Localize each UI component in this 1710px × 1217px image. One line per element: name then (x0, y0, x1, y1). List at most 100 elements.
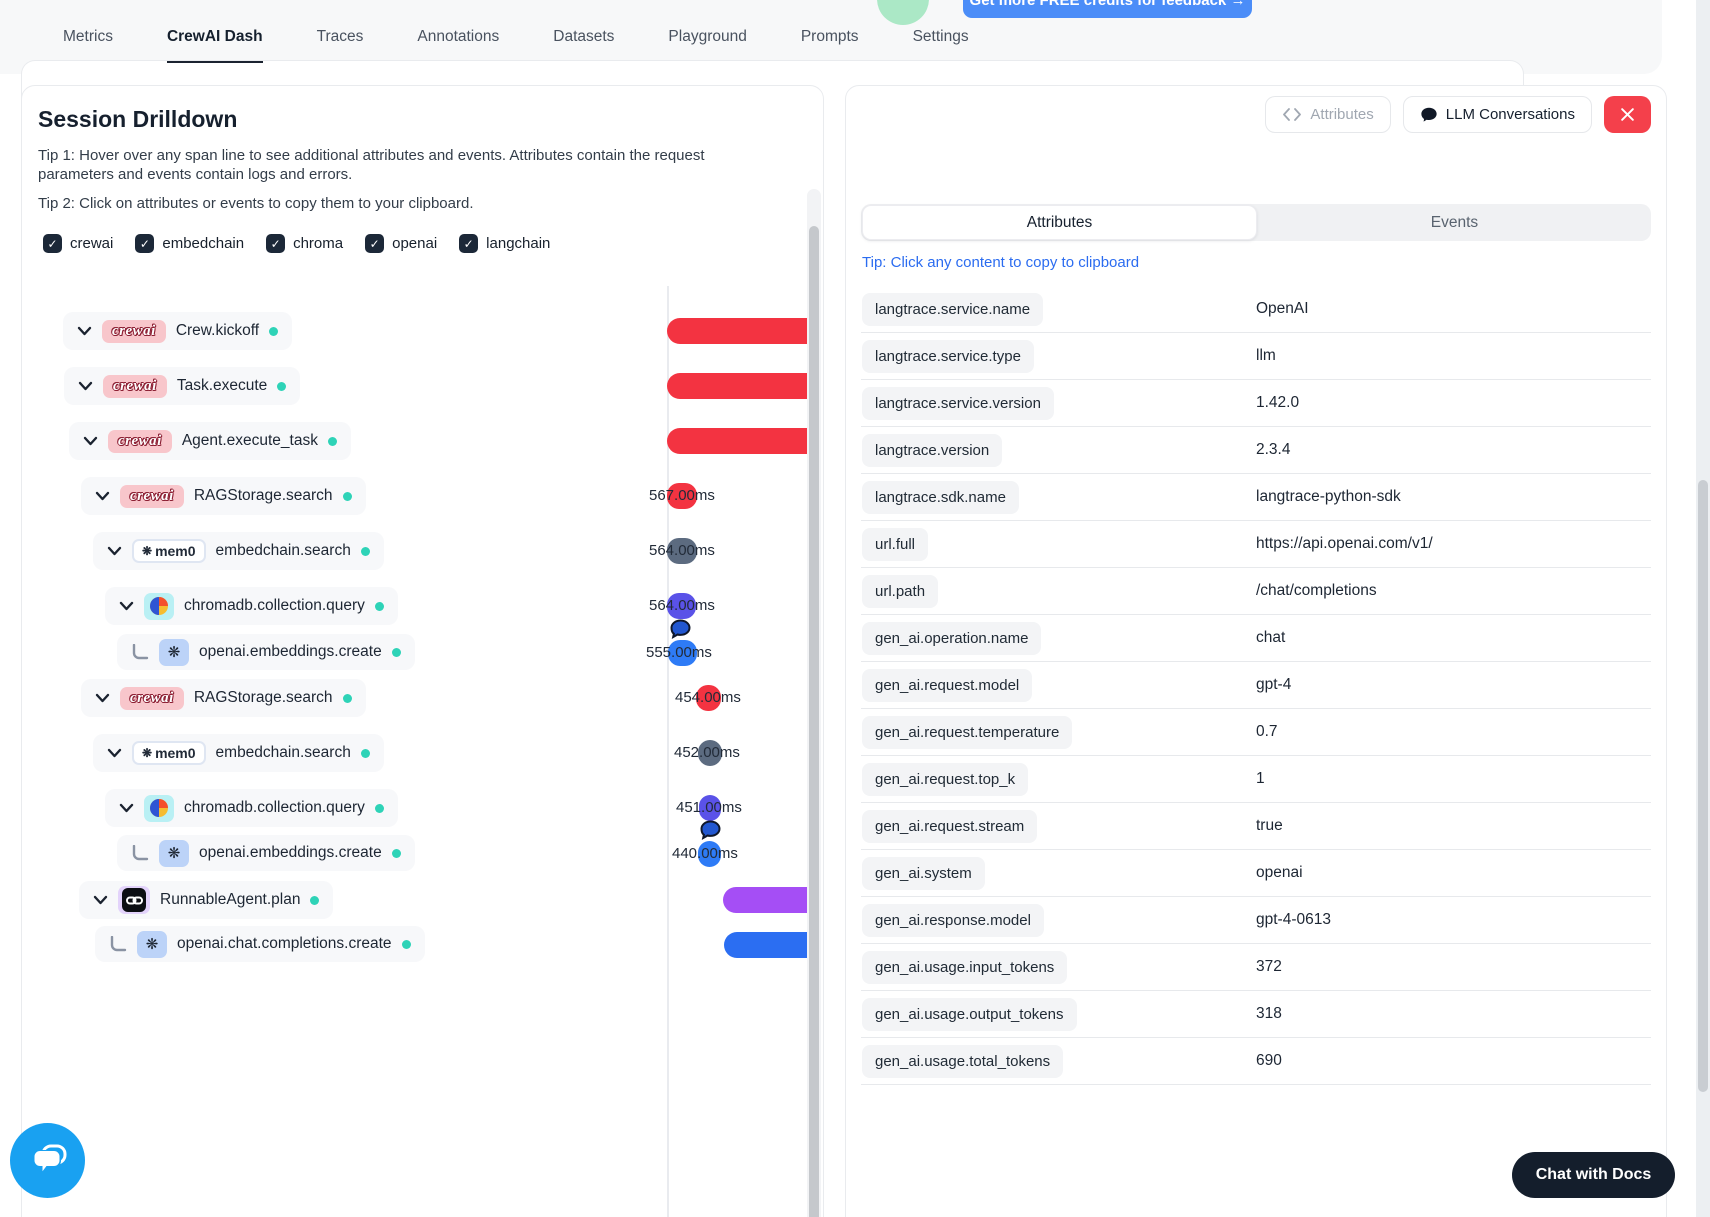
span-row-openai-embeddings-create[interactable]: ❋ openai.embeddings.create (117, 835, 415, 871)
llm-conversations-button[interactable]: LLM Conversations (1402, 96, 1592, 133)
duration-bar-task-execute[interactable] (667, 373, 813, 399)
tab-attributes[interactable]: Attributes (862, 205, 1257, 240)
span-row-agent-execute-task[interactable]: crewai Agent.execute_task (69, 422, 351, 460)
attribute-value[interactable]: 1 (1256, 770, 1265, 787)
attribute-value[interactable]: https://api.openai.com/v1/ (1256, 535, 1433, 552)
attribute-key[interactable]: langtrace.version (862, 433, 1003, 467)
browser-scrollbar-thumb[interactable] (1698, 480, 1708, 1092)
attribute-key[interactable]: gen_ai.usage.output_tokens (862, 997, 1077, 1031)
chevron-down-icon[interactable] (83, 436, 98, 446)
attribute-value[interactable]: true (1256, 817, 1283, 834)
chevron-down-icon[interactable] (107, 748, 122, 758)
duration-bar-openai-chat-completions-create[interactable] (724, 932, 813, 958)
nav-tab-settings[interactable]: Settings (912, 28, 969, 45)
nav-tab-crewai-dash[interactable]: CrewAI Dash (166, 28, 263, 63)
span-row-task-execute[interactable]: crewai Task.execute (64, 367, 301, 405)
attribute-row-langtrace-service-name[interactable]: langtrace.service.name OpenAI (861, 286, 1651, 333)
attribute-value[interactable]: openai (1256, 864, 1303, 881)
span-row-runnableagent-plan[interactable]: RunnableAgent.plan (79, 881, 334, 919)
nav-tab-prompts[interactable]: Prompts (800, 28, 859, 45)
chevron-down-icon[interactable] (95, 693, 110, 703)
attribute-row-url-path[interactable]: url.path/chat/completions (861, 568, 1651, 615)
attribute-key[interactable]: gen_ai.request.stream (862, 809, 1038, 843)
attribute-key[interactable]: langtrace.service.name (862, 292, 1044, 326)
attribute-value[interactable]: 0.7 (1256, 723, 1278, 740)
attribute-key[interactable]: gen_ai.request.temperature (862, 715, 1073, 749)
attribute-value[interactable]: OpenAI (1256, 300, 1309, 317)
attribute-key[interactable]: url.full (862, 527, 929, 561)
attributes-toolbar-button[interactable]: Attributes (1265, 96, 1391, 133)
nav-tab-metrics[interactable]: Metrics (63, 28, 113, 45)
duration-bar-openai-embeddings-create[interactable] (698, 841, 721, 867)
duration-bar-ragstorage-search[interactable] (667, 483, 697, 509)
attribute-value[interactable]: 690 (1256, 1052, 1282, 1069)
nav-tab-datasets[interactable]: Datasets (553, 28, 615, 45)
duration-bar-chromadb-collection-query[interactable] (699, 795, 721, 821)
duration-bar-runnableagent-plan[interactable] (723, 887, 813, 913)
attribute-value[interactable]: 1.42.0 (1256, 394, 1300, 411)
close-button[interactable] (1604, 96, 1651, 133)
attribute-key[interactable]: gen_ai.request.top_k (862, 762, 1029, 796)
attribute-row-langtrace-service-type[interactable]: langtrace.service.type llm (861, 333, 1651, 380)
filter-checkbox-openai[interactable]: ✓ openai (365, 234, 437, 253)
chevron-down-icon[interactable] (119, 601, 134, 611)
span-row-ragstorage-search[interactable]: crewai RAGStorage.search (81, 477, 366, 515)
attribute-row-gen-ai-usage-output-tokens[interactable]: gen_ai.usage.output_tokens 318 (861, 991, 1651, 1038)
filter-checkbox-crewai[interactable]: ✓ crewai (43, 234, 113, 253)
span-row-crew-kickoff[interactable]: crewai Crew.kickoff (63, 312, 293, 350)
chevron-down-icon[interactable] (78, 381, 93, 391)
attribute-row-gen-ai-usage-input-tokens[interactable]: gen_ai.usage.input_tokens 372 (861, 944, 1651, 991)
tab-events[interactable]: Events (1430, 213, 1479, 231)
span-row-openai-chat-completions-create[interactable]: ❋ openai.chat.completions.create (95, 926, 425, 962)
duration-bar-embedchain-search[interactable] (698, 740, 722, 766)
chevron-down-icon[interactable] (77, 326, 92, 336)
duration-bar-chromadb-collection-query[interactable] (667, 593, 696, 619)
filter-checkbox-chroma[interactable]: ✓ chroma (266, 234, 343, 253)
attribute-value[interactable]: chat (1256, 629, 1286, 646)
attribute-row-gen-ai-request-top-k[interactable]: gen_ai.request.top_k 1 (861, 756, 1651, 803)
attribute-row-gen-ai-operation-name[interactable]: gen_ai.operation.name chat (861, 615, 1651, 662)
duration-bar-openai-embeddings-create[interactable] (668, 640, 697, 666)
nav-tab-annotations[interactable]: Annotations (417, 28, 500, 45)
attribute-key[interactable]: langtrace.sdk.name (862, 480, 1019, 514)
filter-checkbox-langchain[interactable]: ✓ langchain (459, 234, 550, 253)
attribute-value[interactable]: gpt-4-0613 (1256, 911, 1331, 928)
span-row-ragstorage-search[interactable]: crewai RAGStorage.search (81, 679, 366, 717)
nav-tab-traces[interactable]: Traces (316, 28, 364, 45)
attribute-value[interactable]: 372 (1256, 958, 1282, 975)
chevron-down-icon[interactable] (107, 546, 122, 556)
attribute-row-langtrace-version[interactable]: langtrace.version 2.3.4 (861, 427, 1651, 474)
attribute-row-gen-ai-response-model[interactable]: gen_ai.response.model gpt-4-0613 (861, 897, 1651, 944)
attribute-key[interactable]: langtrace.service.type (862, 339, 1034, 373)
attribute-key[interactable]: url.path (862, 574, 939, 608)
duration-bar-agent-execute-task[interactable] (667, 428, 813, 454)
chat-with-docs-button[interactable]: Chat with Docs (1512, 1152, 1675, 1198)
attribute-key[interactable]: gen_ai.response.model (862, 903, 1044, 937)
attribute-key[interactable]: langtrace.service.version (862, 386, 1054, 420)
attribute-key[interactable]: gen_ai.request.model (862, 668, 1033, 702)
attribute-key[interactable]: gen_ai.operation.name (862, 621, 1042, 655)
attribute-row-gen-ai-request-stream[interactable]: gen_ai.request.stream true (861, 803, 1651, 850)
span-row-chromadb-collection-query[interactable]: chromadb.collection.query (105, 587, 398, 625)
attribute-row-gen-ai-request-model[interactable]: gen_ai.request.model gpt-4 (861, 662, 1651, 709)
attribute-row-gen-ai-system[interactable]: gen_ai.system openai (861, 850, 1651, 897)
duration-bar-embedchain-search[interactable] (667, 538, 697, 564)
attribute-key[interactable]: gen_ai.system (862, 856, 985, 890)
attribute-key[interactable]: gen_ai.usage.total_tokens (862, 1044, 1064, 1078)
span-row-chromadb-collection-query[interactable]: chromadb.collection.query (105, 789, 398, 827)
attribute-row-gen-ai-usage-total-tokens[interactable]: gen_ai.usage.total_tokens 690 (861, 1038, 1651, 1085)
duration-bar-ragstorage-search[interactable] (696, 685, 721, 711)
attribute-value[interactable]: langtrace-python-sdk (1256, 488, 1401, 505)
attribute-row-langtrace-sdk-name[interactable]: langtrace.sdk.name langtrace-python-sdk (861, 474, 1651, 521)
attribute-key[interactable]: gen_ai.usage.input_tokens (862, 950, 1068, 984)
span-row-embedchain-search[interactable]: ❋ mem0 embedchain.search (93, 734, 384, 772)
attribute-row-gen-ai-request-temperature[interactable]: gen_ai.request.temperature 0.7 (861, 709, 1651, 756)
attribute-value[interactable]: /chat/completions (1256, 582, 1377, 599)
panel-scrollbar-thumb[interactable] (809, 226, 819, 1217)
attribute-value[interactable]: llm (1256, 347, 1276, 364)
span-row-embedchain-search[interactable]: ❋ mem0 embedchain.search (93, 532, 384, 570)
free-credits-button[interactable]: Get more FREE credits for feedback → (963, 0, 1252, 18)
chevron-down-icon[interactable] (95, 491, 110, 501)
chevron-down-icon[interactable] (119, 803, 134, 813)
attribute-value[interactable]: 318 (1256, 1005, 1282, 1022)
